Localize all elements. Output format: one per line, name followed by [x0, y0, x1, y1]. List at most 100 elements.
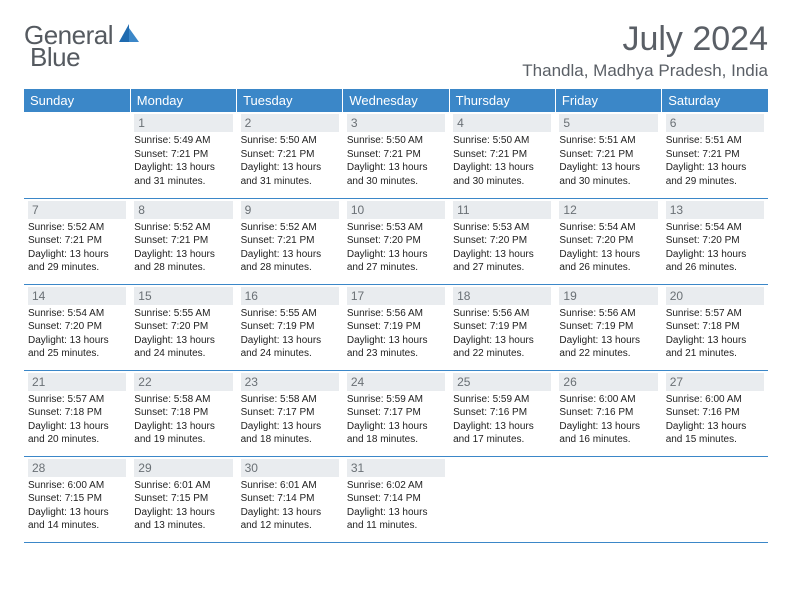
calendar-cell: 15 Sunrise: 5:55 AMSunset: 7:20 PMDayligh… — [130, 284, 236, 370]
day-info: Sunrise: 6:00 AMSunset: 7:16 PMDaylight:… — [666, 393, 764, 447]
calendar-cell: 4 Sunrise: 5:50 AMSunset: 7:21 PMDaylight… — [449, 112, 555, 198]
weekday-header: Saturday — [662, 89, 768, 112]
calendar-cell: 10 Sunrise: 5:53 AMSunset: 7:20 PMDayligh… — [343, 198, 449, 284]
day-number: 14 — [28, 287, 126, 305]
calendar-header-row: SundayMondayTuesdayWednesdayThursdayFrid… — [24, 89, 768, 112]
day-info: Sunrise: 5:52 AMSunset: 7:21 PMDaylight:… — [241, 221, 339, 275]
day-info: Sunrise: 5:52 AMSunset: 7:21 PMDaylight:… — [134, 221, 232, 275]
title-block: July 2024 Thandla, Madhya Pradesh, India — [522, 20, 768, 81]
day-number: 7 — [28, 201, 126, 219]
calendar-cell: 9 Sunrise: 5:52 AMSunset: 7:21 PMDaylight… — [237, 198, 343, 284]
calendar-cell — [555, 456, 661, 542]
day-number: 24 — [347, 373, 445, 391]
day-number: 16 — [241, 287, 339, 305]
day-number: 10 — [347, 201, 445, 219]
day-info: Sunrise: 5:53 AMSunset: 7:20 PMDaylight:… — [453, 221, 551, 275]
day-info: Sunrise: 5:51 AMSunset: 7:21 PMDaylight:… — [559, 134, 657, 188]
calendar-cell: 12Sunrise: 5:54 AMSunset: 7:20 PMDayligh… — [555, 198, 661, 284]
logo-sail-icon — [117, 20, 141, 51]
day-info: Sunrise: 5:51 AMSunset: 7:21 PMDaylight:… — [666, 134, 764, 188]
day-info: Sunrise: 5:52 AMSunset: 7:21 PMDaylight:… — [28, 221, 126, 275]
day-info: Sunrise: 5:58 AMSunset: 7:18 PMDaylight:… — [134, 393, 232, 447]
calendar-cell: 2Sunrise: 5:50 AMSunset: 7:21 PMDaylight… — [237, 112, 343, 198]
day-info: Sunrise: 5:53 AMSunset: 7:20 PMDaylight:… — [347, 221, 445, 275]
day-info: Sunrise: 6:01 AMSunset: 7:15 PMDaylight:… — [134, 479, 232, 533]
calendar-cell: 17Sunrise: 5:56 AMSunset: 7:19 PMDayligh… — [343, 284, 449, 370]
calendar-body: 1Sunrise: 5:49 AMSunset: 7:21 PMDaylight… — [24, 112, 768, 542]
weekday-header: Monday — [130, 89, 236, 112]
day-number: 19 — [559, 287, 657, 305]
calendar-cell — [449, 456, 555, 542]
day-info: Sunrise: 5:57 AMSunset: 7:18 PMDaylight:… — [666, 307, 764, 361]
day-number: 13 — [666, 201, 764, 219]
day-number: 6 — [666, 114, 764, 132]
day-number: 9 — [241, 201, 339, 219]
day-number: 22 — [134, 373, 232, 391]
day-number: 25 — [453, 373, 551, 391]
day-number: 30 — [241, 459, 339, 477]
day-number: 20 — [666, 287, 764, 305]
calendar-cell: 3Sunrise: 5:50 AMSunset: 7:21 PMDaylight… — [343, 112, 449, 198]
day-number: 17 — [347, 287, 445, 305]
day-info: Sunrise: 5:50 AMSunset: 7:21 PMDaylight:… — [347, 134, 445, 188]
day-number: 2 — [241, 114, 339, 132]
day-info: Sunrise: 5:54 AMSunset: 7:20 PMDaylight:… — [559, 221, 657, 275]
day-info: Sunrise: 5:56 AMSunset: 7:19 PMDaylight:… — [559, 307, 657, 361]
day-info: Sunrise: 6:00 AMSunset: 7:16 PMDaylight:… — [559, 393, 657, 447]
header: General Blue July 2024 Thandla, Madhya P… — [24, 20, 768, 81]
day-number: 4 — [453, 114, 551, 132]
calendar-cell: 21Sunrise: 5:57 AMSunset: 7:18 PMDayligh… — [24, 370, 130, 456]
day-info: Sunrise: 5:54 AMSunset: 7:20 PMDaylight:… — [28, 307, 126, 361]
calendar-cell: 31 Sunrise: 6:02 AMSunset: 7:14 PMDayligh… — [343, 456, 449, 542]
weekday-header: Friday — [555, 89, 661, 112]
calendar-cell: 26Sunrise: 6:00 AMSunset: 7:16 PMDayligh… — [555, 370, 661, 456]
calendar-cell: 14 Sunrise: 5:54 AMSunset: 7:20 PMDayligh… — [24, 284, 130, 370]
calendar-cell: 18 Sunrise: 5:56 AMSunset: 7:19 PMDayligh… — [449, 284, 555, 370]
calendar-cell: 20 Sunrise: 5:57 AMSunset: 7:18 PMDayligh… — [662, 284, 768, 370]
calendar-week-row: 1Sunrise: 5:49 AMSunset: 7:21 PMDaylight… — [24, 112, 768, 198]
calendar-cell — [662, 456, 768, 542]
calendar-cell: 8 Sunrise: 5:52 AMSunset: 7:21 PMDaylight… — [130, 198, 236, 284]
day-number: 27 — [666, 373, 764, 391]
calendar-cell — [24, 112, 130, 198]
weekday-header: Wednesday — [343, 89, 449, 112]
calendar-cell: 7 Sunrise: 5:52 AMSunset: 7:21 PMDaylight… — [24, 198, 130, 284]
month-title: July 2024 — [522, 20, 768, 59]
day-info: Sunrise: 5:59 AMSunset: 7:16 PMDaylight:… — [453, 393, 551, 447]
calendar-cell: 30 Sunrise: 6:01 AMSunset: 7:14 PMDayligh… — [237, 456, 343, 542]
calendar-week-row: 7 Sunrise: 5:52 AMSunset: 7:21 PMDaylight… — [24, 198, 768, 284]
day-number: 18 — [453, 287, 551, 305]
weekday-header: Tuesday — [237, 89, 343, 112]
calendar-cell: 27 Sunrise: 6:00 AMSunset: 7:16 PMDayligh… — [662, 370, 768, 456]
location: Thandla, Madhya Pradesh, India — [522, 61, 768, 81]
calendar-cell: 24 Sunrise: 5:59 AMSunset: 7:17 PMDayligh… — [343, 370, 449, 456]
calendar-cell: 6 Sunrise: 5:51 AMSunset: 7:21 PMDaylight… — [662, 112, 768, 198]
calendar-cell: 16Sunrise: 5:55 AMSunset: 7:19 PMDayligh… — [237, 284, 343, 370]
day-number: 23 — [241, 373, 339, 391]
calendar-cell: 19 Sunrise: 5:56 AMSunset: 7:19 PMDayligh… — [555, 284, 661, 370]
day-info: Sunrise: 5:54 AMSunset: 7:20 PMDaylight:… — [666, 221, 764, 275]
calendar-cell: 1Sunrise: 5:49 AMSunset: 7:21 PMDaylight… — [130, 112, 236, 198]
day-number: 8 — [134, 201, 232, 219]
weekday-header: Thursday — [449, 89, 555, 112]
day-info: Sunrise: 6:02 AMSunset: 7:14 PMDaylight:… — [347, 479, 445, 533]
day-info: Sunrise: 5:55 AMSunset: 7:20 PMDaylight:… — [134, 307, 232, 361]
day-info: Sunrise: 5:59 AMSunset: 7:17 PMDaylight:… — [347, 393, 445, 447]
day-number: 31 — [347, 459, 445, 477]
calendar-week-row: 28 Sunrise: 6:00 AMSunset: 7:15 PMDayligh… — [24, 456, 768, 542]
logo-text-b: Blue — [30, 42, 80, 73]
calendar-cell: 5Sunrise: 5:51 AMSunset: 7:21 PMDaylight… — [555, 112, 661, 198]
logo: General Blue — [24, 20, 141, 51]
day-info: Sunrise: 5:56 AMSunset: 7:19 PMDaylight:… — [453, 307, 551, 361]
day-number: 29 — [134, 459, 232, 477]
day-info: Sunrise: 5:50 AMSunset: 7:21 PMDaylight:… — [453, 134, 551, 188]
calendar-cell: 11Sunrise: 5:53 AMSunset: 7:20 PMDayligh… — [449, 198, 555, 284]
calendar-week-row: 21Sunrise: 5:57 AMSunset: 7:18 PMDayligh… — [24, 370, 768, 456]
day-number: 21 — [28, 373, 126, 391]
day-info: Sunrise: 6:01 AMSunset: 7:14 PMDaylight:… — [241, 479, 339, 533]
calendar-cell: 28 Sunrise: 6:00 AMSunset: 7:15 PMDayligh… — [24, 456, 130, 542]
day-number: 28 — [28, 459, 126, 477]
weekday-header: Sunday — [24, 89, 130, 112]
day-info: Sunrise: 6:00 AMSunset: 7:15 PMDaylight:… — [28, 479, 126, 533]
day-number: 15 — [134, 287, 232, 305]
